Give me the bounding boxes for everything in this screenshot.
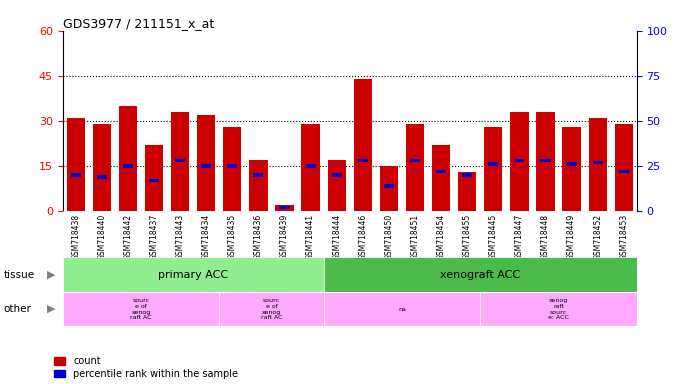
Bar (380, 166, 398, 211)
Text: other: other (3, 304, 31, 314)
Bar (228, 164, 237, 168)
Text: GSM718437: GSM718437 (150, 214, 159, 260)
Bar (306, 164, 315, 168)
Bar (145, 145, 163, 211)
Bar (175, 159, 185, 162)
Text: GSM718455: GSM718455 (463, 214, 472, 260)
Bar (324, 292, 480, 326)
Bar (171, 112, 189, 211)
Bar (432, 145, 450, 211)
Text: GSM718447: GSM718447 (515, 214, 524, 260)
Bar (384, 184, 394, 188)
Bar (253, 173, 263, 177)
Text: GSM718454: GSM718454 (436, 214, 445, 260)
Bar (562, 127, 580, 211)
Text: ▶: ▶ (47, 304, 56, 314)
Bar (301, 124, 319, 211)
Bar (593, 161, 603, 164)
Bar (324, 257, 637, 292)
Bar (63, 257, 324, 292)
Bar (615, 124, 633, 211)
Bar (67, 118, 85, 211)
Bar (619, 170, 628, 173)
Bar (223, 127, 242, 211)
Text: GSM718439: GSM718439 (280, 214, 289, 260)
Text: GSM718453: GSM718453 (619, 214, 628, 260)
Text: GSM718451: GSM718451 (411, 214, 420, 260)
Bar (276, 205, 294, 211)
Bar (71, 173, 81, 177)
Text: GSM718438: GSM718438 (71, 214, 80, 260)
Text: sourc
e of
xenog
raft AC: sourc e of xenog raft AC (261, 298, 282, 320)
Bar (484, 127, 503, 211)
Bar (589, 118, 607, 211)
Bar (197, 115, 215, 211)
Bar (537, 112, 555, 211)
Bar (332, 173, 342, 177)
Bar (436, 170, 446, 173)
Bar (149, 179, 159, 182)
Bar (514, 159, 524, 162)
Bar (249, 160, 267, 211)
Text: tissue: tissue (3, 270, 35, 280)
Bar (541, 159, 551, 162)
Text: GDS3977 / 211151_x_at: GDS3977 / 211151_x_at (63, 17, 214, 30)
Bar (93, 124, 111, 211)
Bar (510, 112, 528, 211)
Text: GSM718441: GSM718441 (306, 214, 315, 260)
Bar (328, 160, 346, 211)
Text: xenog
raft
sourc
e: ACC: xenog raft sourc e: ACC (548, 298, 569, 320)
Bar (410, 159, 420, 162)
Text: GSM718450: GSM718450 (384, 214, 393, 260)
Text: ▶: ▶ (47, 270, 56, 280)
Text: xenograft ACC: xenograft ACC (440, 270, 521, 280)
Text: primary ACC: primary ACC (158, 270, 228, 280)
Bar (280, 206, 290, 209)
Bar (489, 162, 498, 166)
Bar (480, 292, 637, 326)
Text: GSM718449: GSM718449 (567, 214, 576, 260)
Text: na: na (398, 306, 406, 312)
Bar (219, 292, 324, 326)
Text: GSM718435: GSM718435 (228, 214, 237, 260)
Text: sourc
e of
xenog
raft AC: sourc e of xenog raft AC (130, 298, 152, 320)
Text: GSM718445: GSM718445 (489, 214, 498, 260)
Bar (406, 124, 424, 211)
Text: GSM718442: GSM718442 (123, 214, 132, 260)
Bar (97, 175, 106, 179)
Bar (567, 162, 576, 166)
Text: GSM718446: GSM718446 (358, 214, 367, 260)
Bar (123, 164, 133, 168)
Bar (354, 79, 372, 211)
Bar (458, 172, 476, 211)
Legend: count, percentile rank within the sample: count, percentile rank within the sample (54, 356, 238, 379)
Text: GSM718443: GSM718443 (175, 214, 184, 260)
Bar (462, 173, 472, 177)
Text: GSM718448: GSM718448 (541, 214, 550, 260)
Bar (63, 292, 219, 326)
Text: GSM718434: GSM718434 (202, 214, 211, 260)
Text: GSM718452: GSM718452 (593, 214, 602, 260)
Bar (358, 159, 367, 162)
Bar (119, 106, 137, 211)
Text: GSM718440: GSM718440 (97, 214, 106, 260)
Text: GSM718436: GSM718436 (254, 214, 263, 260)
Text: GSM718444: GSM718444 (332, 214, 341, 260)
Bar (201, 164, 211, 168)
